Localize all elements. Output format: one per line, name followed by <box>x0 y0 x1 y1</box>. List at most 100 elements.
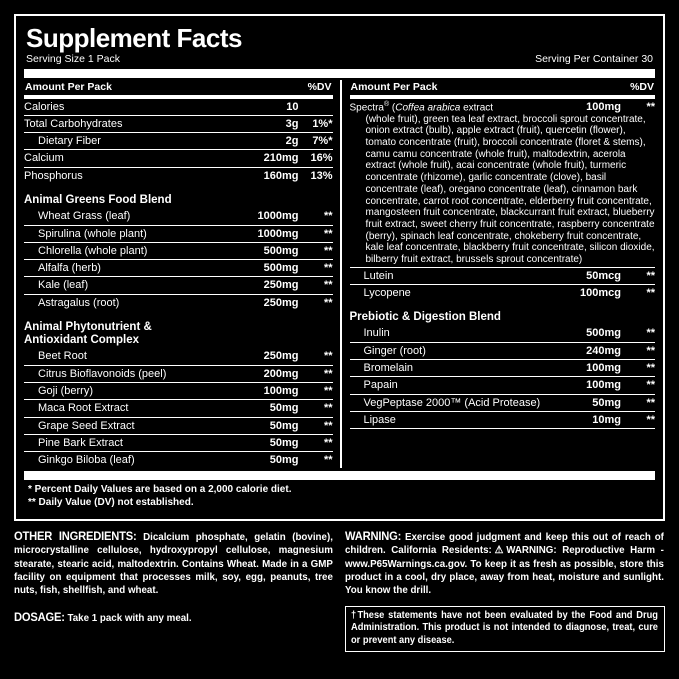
blend-heading-phytonutrient: Animal Phytonutrient & Antioxidant Compl… <box>24 321 152 347</box>
ingredient-dv: ** <box>323 436 333 449</box>
table-row: VegPeptase 2000™ (Acid Protease) 50mg ** <box>349 395 655 412</box>
ingredient-name: Bromelain <box>363 362 414 374</box>
table-row: Alfalfa (herb) 500mg ** <box>24 260 333 278</box>
ingredient-name: Beet Root <box>38 350 87 363</box>
ingredient-name: Chlorella (whole plant) <box>38 244 148 257</box>
ingredient-dv: ** <box>323 296 333 309</box>
ingredient-name: Spirulina (whole plant) <box>38 227 147 240</box>
blend-rows-greens: Wheat Grass (leaf) 1000mg ** Spirulina (… <box>24 208 333 311</box>
ingredient-name: Goji (berry) <box>38 384 94 397</box>
ingredient-amount: 250mg <box>263 296 299 309</box>
spectra-brand: Spectra <box>349 101 384 113</box>
ingredient-amount: 500mg <box>263 244 299 257</box>
dosage-heading: DOSAGE: <box>14 610 65 625</box>
facts-columns: Amount Per Pack %DV Calories 10 Total Ca… <box>24 79 656 469</box>
blend-spacer <box>24 311 333 318</box>
ingredient-name: Maca Root Extract <box>38 402 129 415</box>
nutrient-amount: 210mg <box>263 152 299 165</box>
ingredient-amount: 10mg <box>592 413 621 426</box>
nutrient-name: Calories <box>24 100 65 113</box>
ingredient-dv: ** <box>323 454 333 467</box>
nutrient-amount: 2g <box>285 135 299 148</box>
percent-dv-header: %DV <box>307 80 332 93</box>
ingredient-name: Papain <box>363 379 398 392</box>
nutrient-dv: 13% <box>310 169 333 182</box>
spectra-ingredient-list: (whole fruit), green tea leaf extract, b… <box>365 113 655 265</box>
nutrient-dv: 1%* <box>312 117 333 130</box>
facts-column-left: Amount Per Pack %DV Calories 10 Total Ca… <box>24 80 340 469</box>
nutrient-name: Calcium <box>24 152 64 165</box>
ingredient-dv: ** <box>323 419 333 432</box>
other-ingredients-heading: OTHER INGREDIENTS: <box>14 529 137 544</box>
ingredient-name: Kale (leaf) <box>38 279 89 292</box>
table-row: Maca Root Extract 50mg ** <box>24 400 333 418</box>
nutrient-dv: 16% <box>310 152 333 165</box>
ingredient-name: Lipase <box>363 413 396 426</box>
dosage-text: Take 1 pack with any meal. <box>64 612 192 625</box>
table-row: Grape Seed Extract 50mg ** <box>24 418 333 435</box>
table-row: Beet Root 250mg ** <box>24 348 333 366</box>
ingredient-dv: ** <box>646 396 655 409</box>
ingredient-amount: 50mcg <box>586 269 621 282</box>
ingredient-name: Lycopene <box>363 286 411 299</box>
serving-size: Serving Size 1 Pack <box>26 52 120 65</box>
ingredient-amount: 50mg <box>592 396 621 409</box>
serving-info-row: Serving Size 1 Pack Serving Per Containe… <box>26 53 653 65</box>
ingredient-amount: 240mg <box>586 344 621 357</box>
ingredient-dv: ** <box>323 227 333 240</box>
table-row: Astragalus (root) 250mg ** <box>24 295 333 311</box>
column-header-left: Amount Per Pack %DV <box>24 80 333 99</box>
nutrient-name: Phosphorus <box>24 169 83 182</box>
blend-heading-prebiotic: Prebiotic & Digestion Blend <box>349 311 501 324</box>
table-row: Kale (leaf) 250mg ** <box>24 277 333 295</box>
ingredient-dv: ** <box>646 362 655 374</box>
blend-rows-phytonutrient: Beet Root 250mg ** Citrus Bioflavonoids … <box>24 348 333 468</box>
ingredient-dv: ** <box>323 384 333 397</box>
table-row: Goji (berry) 100mg ** <box>24 383 333 401</box>
table-row: Lutein 50mcg ** <box>349 268 655 285</box>
warning-block: WARNING: Exercise good judgment and keep… <box>345 529 664 597</box>
ingredient-dv: ** <box>323 402 333 415</box>
ingredient-name: Ginkgo Biloba (leaf) <box>38 454 135 467</box>
fda-disclaimer-box: †These statements have not been evaluate… <box>344 606 665 652</box>
ingredient-dv: ** <box>646 413 655 426</box>
dosage-block: DOSAGE: Take 1 pack with any meal. <box>14 610 333 625</box>
ingredient-amount: 1000mg <box>257 227 299 240</box>
servings-per-container: Serving Per Container 30 <box>535 52 653 65</box>
nutrient-amount: 10 <box>286 100 299 113</box>
nutrient-amount: 160mg <box>263 169 299 182</box>
ingredient-amount: 50mg <box>269 402 299 415</box>
ingredient-amount: 50mg <box>269 419 299 432</box>
table-row: Lycopene 100mcg ** <box>350 285 656 301</box>
ingredient-amount: 100mg <box>586 362 621 374</box>
table-row: Total Carbohydrates 3g 1%* <box>24 116 333 134</box>
warning-text: Exercise good judgment and keep this out… <box>344 531 664 596</box>
ingredient-amount: 1000mg <box>257 210 299 223</box>
other-ingredients-text: Dicalcium phosphate, gelatin (bovine), m… <box>14 531 333 596</box>
blend-spacer <box>24 184 333 191</box>
table-row: Calcium 210mg 16% <box>24 150 333 168</box>
table-row: Bromelain 100mg ** <box>349 360 655 378</box>
table-row: Phosphorus 160mg 13% <box>24 168 333 184</box>
ingredient-name: Ginger (root) <box>363 344 426 357</box>
ingredient-amount: 50mg <box>269 436 299 449</box>
table-row: Inulin 500mg ** <box>349 325 655 343</box>
warning-heading: WARNING: <box>344 529 401 544</box>
table-row: Wheat Grass (leaf) 1000mg ** <box>24 208 333 226</box>
ingredient-amount: 250mg <box>263 350 299 363</box>
table-row: Pine Bark Extract 50mg ** <box>24 435 333 453</box>
blend-heading-greens: Animal Greens Food Blend <box>24 194 172 207</box>
ingredient-name: Alfalfa (herb) <box>38 262 101 275</box>
table-row: Dietary Fiber 2g 7%* <box>24 133 333 151</box>
column-header-right: Amount Per Pack %DV <box>349 80 655 99</box>
table-row: Ginger (root) 240mg ** <box>349 343 655 360</box>
nutrient-dv: 7%* <box>312 135 333 148</box>
bottom-left-column: OTHER INGREDIENTS: Dicalcium phosphate, … <box>14 529 335 652</box>
spectra-dv: ** <box>646 100 655 113</box>
ingredient-name: Grape Seed Extract <box>38 419 135 432</box>
table-row: Spirulina (whole plant) 1000mg ** <box>24 226 333 243</box>
bottom-sections: OTHER INGREDIENTS: Dicalcium phosphate, … <box>14 529 665 652</box>
amount-per-pack-header: Amount Per Pack <box>25 80 112 93</box>
blend-rows-prebiotic: Inulin 500mg ** Ginger (root) 240mg ** B… <box>349 325 655 430</box>
